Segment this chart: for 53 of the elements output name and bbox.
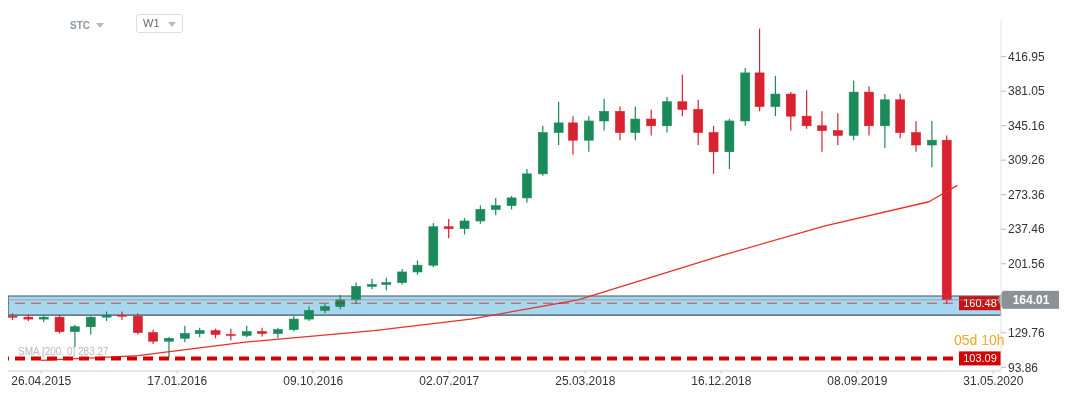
candlestick — [117, 310, 127, 321]
candlestick — [911, 120, 921, 153]
candlestick — [785, 91, 796, 132]
y-tick-label: 416.95 — [1008, 49, 1046, 64]
candlestick — [85, 315, 96, 336]
y-tick-label: 237.46 — [1008, 222, 1046, 237]
candlestick — [801, 89, 812, 130]
candlestick — [833, 112, 843, 146]
candlestick — [164, 336, 174, 359]
candlestick — [646, 108, 656, 136]
y-tick-label: 309.26 — [1008, 153, 1046, 168]
candlestick — [54, 314, 65, 335]
candlestick — [257, 327, 267, 337]
annotation: 05d 10h — [954, 332, 1005, 348]
candlestick — [351, 281, 361, 305]
candlestick — [367, 278, 377, 290]
y-tick-label: 201.56 — [1008, 256, 1046, 271]
candlestick — [70, 324, 80, 348]
x-tick-label: 31.05.2020 — [963, 373, 1024, 388]
x-tick-label: 09.10.2016 — [283, 373, 344, 388]
x-tick-label: 02.07.2017 — [419, 373, 480, 388]
candlestick — [708, 125, 719, 175]
ref-line-label: 160.48 — [963, 297, 997, 310]
y-tick-label: 129.76 — [1008, 326, 1046, 341]
candlestick — [693, 99, 704, 146]
candlestick — [475, 205, 486, 225]
ref-line-label: 103.09 — [963, 352, 997, 365]
candlestick — [630, 105, 641, 141]
x-tick-label: 17.01.2016 — [147, 373, 208, 388]
annotation: STC — [70, 20, 90, 31]
candlestick — [677, 74, 688, 117]
candlestick — [615, 105, 625, 141]
y-tick-label: 93.86 — [1008, 360, 1039, 375]
y-tick-label: 273.36 — [1008, 187, 1046, 202]
x-tick-label: 26.04.2015 — [11, 373, 72, 388]
candlestick — [133, 312, 143, 336]
annotation: SMA [200, 0] 283.27 — [18, 346, 109, 357]
candlestick — [770, 75, 781, 117]
x-tick-label: 16.12.2018 — [691, 373, 752, 388]
candlestick — [599, 98, 609, 132]
candlestick — [443, 218, 454, 239]
ref-line-label: 164.01 — [1012, 293, 1050, 308]
annotation: W1 — [143, 17, 160, 29]
candlestick — [226, 328, 236, 341]
candlestick — [583, 115, 594, 153]
x-tick-label: 08.09.2019 — [827, 373, 888, 388]
x-tick-label: 25.03.2018 — [555, 373, 616, 388]
y-tick-label: 345.16 — [1008, 118, 1046, 133]
y-tick-label: 381.05 — [1008, 84, 1046, 99]
candlestick — [553, 101, 564, 146]
candlestick — [927, 120, 937, 168]
candlestick — [817, 110, 827, 153]
candlestick — [568, 115, 578, 156]
